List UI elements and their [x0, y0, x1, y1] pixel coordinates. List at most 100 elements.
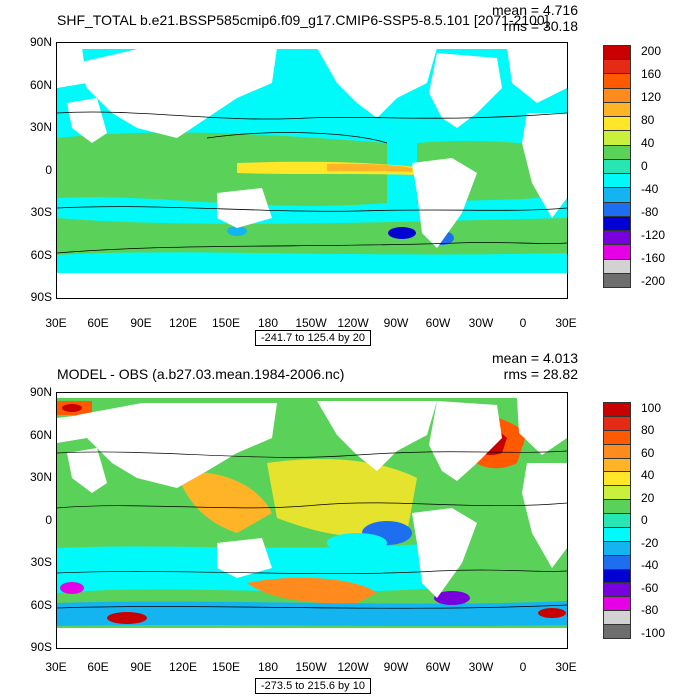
contour-range-label: -273.5 to 215.6 by 10	[255, 678, 371, 694]
mean-value: mean = 4.013	[491, 350, 578, 366]
lat-label: 0	[45, 163, 52, 177]
colorbar-swatch	[603, 402, 631, 417]
colorbar-swatch	[603, 513, 631, 528]
panel-shf-total: SHF_TOTAL b.e21.BSSP585cmip6.f09_g17.CMI…	[29, 2, 666, 346]
lat-label: 90N	[29, 385, 52, 399]
lon-label: 150W	[295, 660, 327, 674]
colorbar-swatch	[603, 130, 631, 146]
colorbar-swatch	[603, 415, 631, 431]
colorbar-swatch	[603, 230, 631, 246]
lon-label: 0	[519, 660, 527, 674]
colorbar-label: -40	[641, 182, 659, 197]
lon-label: 60E	[87, 316, 109, 330]
lat-label: 30N	[29, 120, 52, 134]
colorbar-swatch	[603, 144, 631, 160]
colorbar-swatch	[603, 485, 631, 501]
colorbar-swatch	[603, 568, 631, 584]
lon-label: 150E	[211, 316, 241, 330]
colorbar-label: -120	[641, 228, 666, 243]
colorbar-swatch	[603, 471, 631, 487]
contour-range-label: -241.7 to 125.4 by 20	[255, 330, 371, 346]
rms-value: rms = 30.18	[503, 18, 578, 34]
colorbar-swatch	[603, 582, 631, 598]
colorbar-label: 200	[641, 44, 662, 58]
lat-label: 60N	[29, 78, 52, 92]
lon-label: 120W	[337, 316, 369, 330]
lon-label: 150E	[211, 660, 241, 674]
lat-label: 90S	[30, 290, 52, 304]
colorbar-label: 160	[641, 67, 662, 82]
lon-label: 60W	[425, 660, 451, 674]
colorbar-swatch	[603, 59, 631, 75]
colorbar-label: -60	[641, 580, 659, 595]
colorbar-swatch	[603, 173, 631, 189]
panel-title: SHF_TOTAL b.e21.BSSP585cmip6.f09_g17.CMI…	[57, 12, 549, 28]
colorbar-swatch	[603, 158, 631, 175]
lon-label: 30W	[468, 660, 494, 674]
colorbar-swatch	[603, 73, 631, 89]
lon-label: 120W	[337, 660, 369, 674]
colorbar-swatch	[603, 45, 631, 61]
lon-label: 60E	[87, 660, 109, 674]
colorbar-swatch	[603, 101, 631, 118]
lon-label: 120E	[168, 660, 198, 674]
colorbar-swatch	[603, 187, 631, 203]
colorbar-swatch	[603, 201, 631, 217]
colorbar-label: 100	[641, 401, 662, 415]
map-plot	[56, 392, 568, 649]
lon-label: 30W	[468, 316, 494, 330]
lon-label: 90E	[130, 660, 152, 674]
colorbar-swatch	[603, 215, 631, 232]
colorbar-label: -200	[641, 274, 666, 289]
lon-label: 90E	[130, 316, 152, 330]
colorbar-label: -80	[641, 205, 659, 220]
colorbar-label: 80	[641, 113, 655, 128]
colorbar-label: 20	[641, 490, 655, 505]
lon-label: 0	[519, 316, 527, 330]
colorbar-swatch	[603, 272, 631, 288]
colorbar	[603, 45, 632, 288]
lon-label: 30E	[555, 660, 577, 674]
colorbar-swatch	[603, 443, 631, 459]
lat-label: 60S	[30, 248, 52, 262]
lon-label: 30E	[45, 660, 67, 674]
lat-label: 90N	[29, 35, 52, 49]
colorbar-swatch	[603, 244, 631, 260]
map-plot	[56, 42, 568, 299]
lat-label: 60S	[30, 598, 52, 612]
colorbar-label: -80	[641, 603, 659, 618]
lon-label: 30E	[555, 316, 577, 330]
lon-label: 90W	[383, 660, 409, 674]
mean-value: mean = 4.716	[491, 2, 578, 18]
colorbar-swatch	[603, 499, 631, 515]
colorbar-label: 40	[641, 468, 655, 483]
rms-value: rms = 28.82	[503, 366, 578, 382]
lat-label: 60N	[29, 428, 52, 442]
panel-title: MODEL - OBS (a.b27.03.mean.1984-2006.nc)	[57, 366, 345, 382]
colorbar-label: 120	[641, 90, 662, 105]
panel-model-minus-obs: MODEL - OBS (a.b27.03.mean.1984-2006.nc)…	[0, 350, 700, 700]
lon-label: 90W	[383, 316, 409, 330]
colorbar-swatch	[603, 554, 631, 570]
colorbar	[603, 402, 632, 639]
colorbar-label: 0	[641, 513, 648, 528]
lon-label: 120E	[168, 316, 198, 330]
lon-label: 150W	[295, 316, 327, 330]
lon-label: 180	[257, 660, 279, 674]
colorbar-label: -160	[641, 251, 666, 266]
lat-label: 30S	[30, 205, 52, 219]
colorbar-swatch	[603, 116, 631, 132]
colorbar-label: -20	[641, 535, 659, 550]
colorbar-swatch	[603, 596, 631, 612]
colorbar-label: 80	[641, 423, 655, 438]
colorbar-label: 60	[641, 445, 655, 460]
colorbar-swatch	[603, 429, 631, 445]
lat-label: 90S	[30, 640, 52, 654]
lat-label: 30N	[29, 470, 52, 484]
lon-label: 30E	[45, 316, 67, 330]
colorbar-swatch	[603, 258, 631, 274]
colorbar-swatch	[603, 624, 631, 639]
colorbar-label: 40	[641, 136, 655, 151]
colorbar-swatch	[603, 610, 631, 626]
colorbar-swatch	[603, 87, 631, 103]
